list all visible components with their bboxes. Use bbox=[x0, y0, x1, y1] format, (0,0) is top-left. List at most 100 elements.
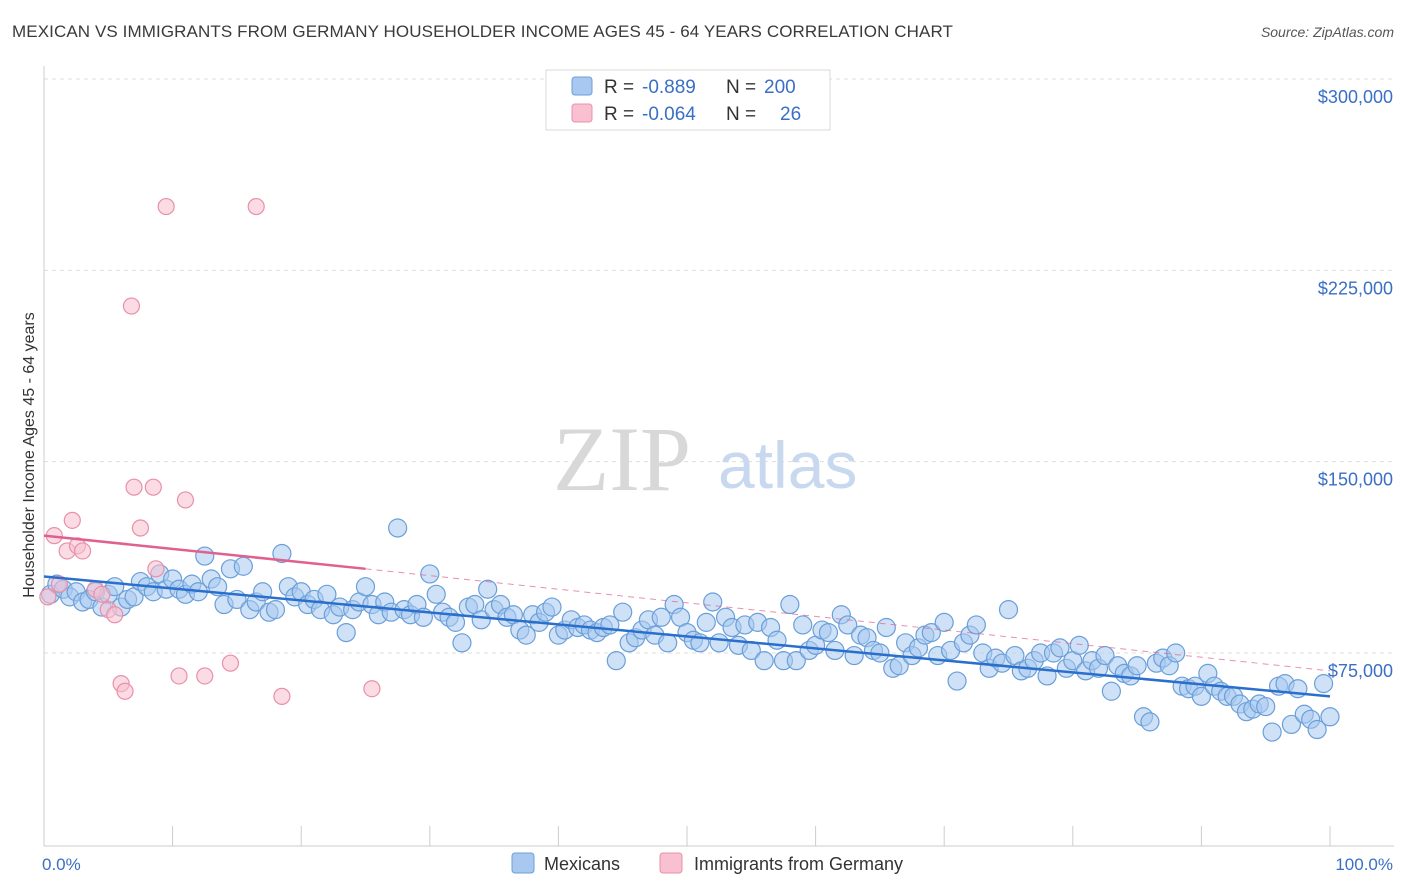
point-mexicans bbox=[1320, 707, 1340, 727]
point-mexicans bbox=[426, 584, 446, 604]
point-mexicans bbox=[336, 622, 356, 643]
point-immigrants-germany bbox=[39, 588, 57, 606]
trend-line-germany bbox=[43, 534, 366, 571]
series-immigrants-germany bbox=[39, 197, 381, 705]
point-mexicans bbox=[388, 518, 408, 538]
point-immigrants-germany bbox=[144, 478, 162, 496]
point-mexicans bbox=[272, 543, 292, 564]
point-mexicans bbox=[265, 600, 286, 620]
point-mexicans bbox=[233, 556, 253, 576]
point-mexicans bbox=[876, 617, 896, 638]
trend-line-mexicans bbox=[43, 575, 1331, 698]
point-mexicans bbox=[478, 579, 498, 599]
point-immigrants-germany bbox=[221, 654, 240, 672]
trend-line-germany-extended bbox=[365, 568, 1331, 672]
point-mexicans bbox=[934, 612, 954, 632]
point-mexicans bbox=[1307, 719, 1327, 740]
y-tick-labels: $300,000 $225,000 $150,000 $75,000 bbox=[1318, 87, 1393, 681]
legend-swatch-blue bbox=[571, 76, 593, 96]
point-immigrants-germany bbox=[116, 682, 134, 700]
legend-n-value-1: 200 bbox=[764, 77, 796, 98]
point-mexicans bbox=[786, 651, 806, 671]
bottom-legend-germany: Immigrants from Germany bbox=[694, 854, 903, 874]
point-mexicans bbox=[452, 633, 472, 653]
point-mexicans bbox=[998, 600, 1019, 620]
point-immigrants-germany bbox=[363, 680, 381, 698]
point-mexicans bbox=[516, 625, 536, 645]
point-immigrants-germany bbox=[247, 197, 265, 216]
point-mexicans bbox=[703, 592, 723, 612]
point-immigrants-germany bbox=[131, 519, 150, 537]
point-immigrants-germany bbox=[93, 585, 111, 603]
legend-r-label-2: R = bbox=[604, 104, 634, 125]
stats-legend: R = -0.889 N = 200 R = -0.064 N = 26 bbox=[545, 69, 831, 131]
point-mexicans bbox=[1313, 674, 1334, 694]
y-tick-label: $225,000 bbox=[1318, 278, 1393, 298]
point-immigrants-germany bbox=[170, 667, 188, 685]
legend-r-value-2: -0.064 bbox=[642, 104, 696, 125]
point-mexicans bbox=[1095, 645, 1115, 666]
point-mexicans bbox=[613, 602, 633, 622]
point-immigrants-germany bbox=[273, 687, 291, 705]
point-mexicans bbox=[966, 615, 986, 635]
legend-n-value-2: 26 bbox=[780, 104, 801, 125]
point-mexicans bbox=[1140, 712, 1160, 732]
point-mexicans bbox=[1050, 638, 1070, 658]
point-immigrants-germany bbox=[106, 606, 124, 624]
point-mexicans bbox=[471, 610, 491, 630]
trend-lines bbox=[43, 534, 1331, 698]
source-credit: Source: ZipAtlas.com bbox=[1260, 24, 1394, 40]
point-mexicans bbox=[780, 594, 800, 615]
point-immigrants-germany bbox=[63, 511, 81, 529]
point-mexicans bbox=[1256, 696, 1276, 717]
point-immigrants-germany bbox=[176, 491, 195, 509]
point-mexicans bbox=[1166, 643, 1186, 663]
point-mexicans bbox=[818, 622, 839, 643]
watermark: ZIP atlas bbox=[553, 408, 857, 510]
legend-n-label-2: N = bbox=[726, 104, 756, 125]
point-mexicans bbox=[606, 651, 626, 671]
point-immigrants-germany bbox=[122, 297, 141, 315]
point-immigrants-germany bbox=[50, 575, 69, 593]
point-mexicans bbox=[1281, 714, 1302, 735]
point-mexicans bbox=[754, 651, 774, 671]
legend-n-label-1: N = bbox=[726, 77, 756, 98]
x-tick-labels: 0.0% 100.0% bbox=[42, 855, 1393, 874]
point-immigrants-germany bbox=[73, 542, 92, 560]
y-tick-label: $300,000 bbox=[1318, 87, 1393, 107]
watermark-atlas: atlas bbox=[718, 428, 857, 502]
point-mexicans bbox=[844, 645, 864, 666]
point-mexicans bbox=[696, 612, 716, 632]
point-immigrants-germany bbox=[125, 478, 143, 496]
point-mexicans bbox=[709, 633, 729, 653]
y-tick-label: $150,000 bbox=[1318, 470, 1393, 490]
x-tick-label-start: 0.0% bbox=[42, 855, 81, 874]
y-tick-label: $75,000 bbox=[1328, 661, 1393, 681]
point-mexicans bbox=[542, 597, 562, 617]
point-mexicans bbox=[1262, 722, 1282, 742]
point-immigrants-germany bbox=[147, 560, 165, 578]
point-immigrants-germany bbox=[196, 667, 214, 685]
legend-swatch-pink bbox=[571, 103, 593, 123]
point-mexicans bbox=[947, 671, 967, 691]
stats-legend-box bbox=[545, 69, 831, 131]
point-mexicans bbox=[651, 607, 671, 627]
point-mexicans bbox=[658, 633, 678, 653]
point-mexicans bbox=[1127, 656, 1147, 676]
legend-r-label-1: R = bbox=[604, 77, 634, 98]
y-axis-title: Householder Income Ages 45 - 64 years bbox=[21, 312, 38, 598]
series-mexicans bbox=[40, 518, 1340, 742]
point-mexicans bbox=[1191, 686, 1212, 706]
point-immigrants-germany bbox=[157, 197, 175, 216]
bottom-legend-swatch-mexicans bbox=[511, 852, 535, 874]
point-mexicans bbox=[793, 615, 813, 635]
point-mexicans bbox=[420, 564, 440, 584]
legend-r-value-1: -0.889 bbox=[642, 77, 696, 98]
bottom-legend-mexicans: Mexicans bbox=[544, 854, 620, 874]
point-mexicans bbox=[355, 577, 376, 597]
chart-title: MEXICAN VS IMMIGRANTS FROM GERMANY HOUSE… bbox=[12, 22, 954, 41]
point-mexicans bbox=[445, 612, 466, 632]
bottom-legend-swatch-germany bbox=[659, 852, 683, 874]
point-mexicans bbox=[1101, 681, 1121, 701]
